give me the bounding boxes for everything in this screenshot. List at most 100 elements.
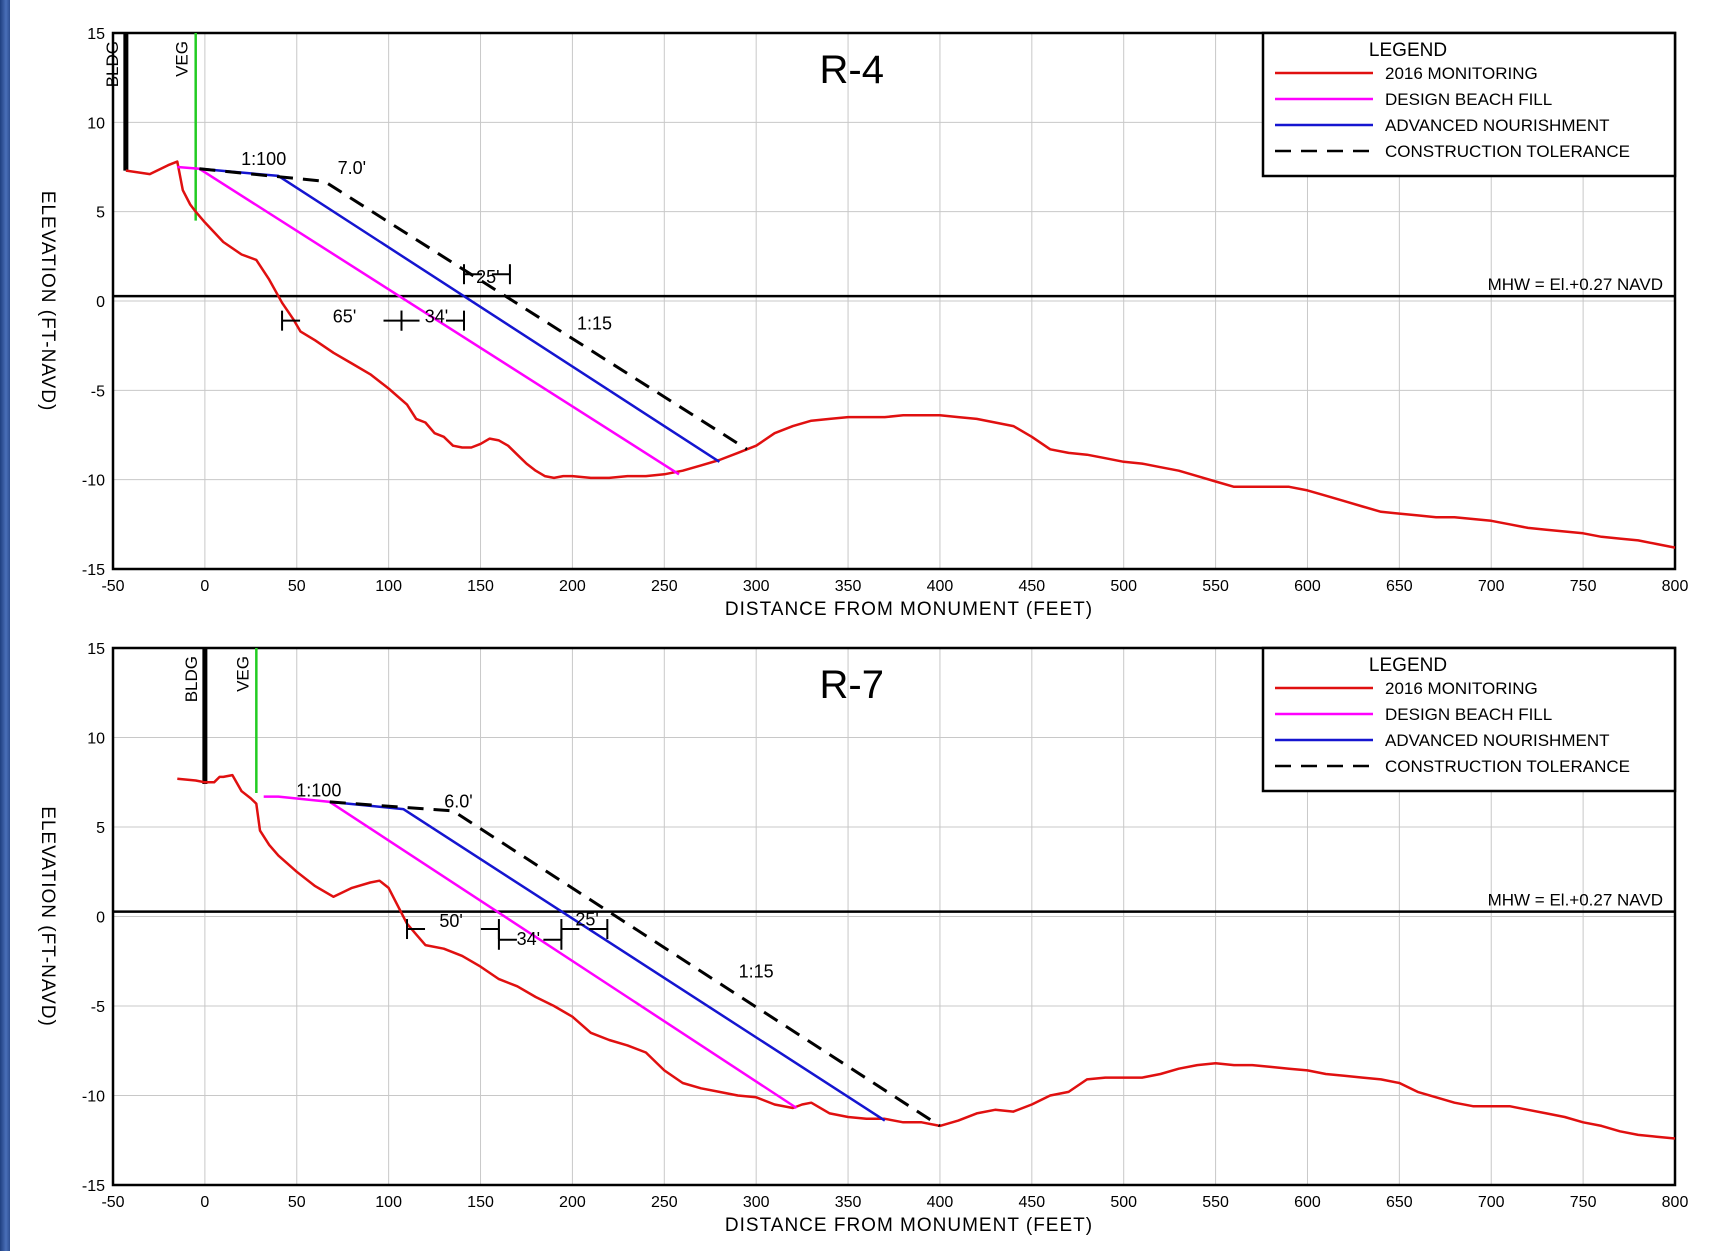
x-tick-label: 650: [1386, 1194, 1413, 1211]
x-tick-label: 400: [927, 1194, 954, 1211]
x-tick-label: 700: [1478, 578, 1505, 595]
x-axis-label: DISTANCE FROM MONUMENT (FEET): [725, 1215, 1093, 1236]
y-tick-label: 15: [87, 26, 105, 43]
x-tick-label: 350: [835, 578, 862, 595]
x-tick-label: 150: [467, 578, 494, 595]
dimension-line: [560, 919, 609, 940]
mhw-label: MHW = El.+0.27 NAVD: [1488, 891, 1663, 910]
y-tick-label: 10: [87, 115, 105, 132]
x-tick-label: 0: [200, 578, 209, 595]
annotation-label: 50': [439, 911, 462, 931]
x-tick-label: 100: [375, 578, 402, 595]
y-tick-label: -5: [91, 383, 105, 400]
y-tick-label: -15: [82, 1178, 105, 1195]
y-tick-label: 0: [96, 294, 105, 311]
x-tick-label: -50: [101, 578, 124, 595]
grid: [113, 33, 1675, 569]
x-tick-label: 500: [1110, 1194, 1137, 1211]
annotation-label: 1:15: [577, 314, 612, 334]
x-tick-label: 550: [1202, 1194, 1229, 1211]
annotation-label: 25': [575, 909, 598, 929]
building-label: BLDG: [182, 656, 201, 702]
x-tick-label: 150: [467, 1194, 494, 1211]
x-tick-label: 750: [1570, 1194, 1597, 1211]
x-tick-label: 250: [651, 578, 678, 595]
annotation-label: 1:100: [241, 149, 286, 169]
y-axis-label: ELEVATION (FT-NAVD): [37, 806, 58, 1027]
x-tick-label: 50: [288, 1194, 306, 1211]
series-line-construction-tolerance: [329, 800, 941, 1128]
y-tick-label: 5: [96, 820, 105, 837]
annotation-label: 7.0': [338, 158, 366, 178]
legend-title: LEGEND: [1369, 655, 1447, 676]
x-tick-label: 50: [288, 578, 306, 595]
x-tick-label: 100: [375, 1194, 402, 1211]
x-tick-label: 200: [559, 578, 586, 595]
building-label: BLDG: [103, 41, 122, 87]
x-tick-label: 550: [1202, 578, 1229, 595]
y-axis-label: ELEVATION (FT-NAVD): [37, 191, 58, 412]
vegetation-label: VEG: [173, 41, 192, 77]
series-line-2016-monitoring: [125, 160, 1676, 549]
x-tick-label: 300: [743, 578, 770, 595]
x-tick-label: 300: [743, 1194, 770, 1211]
legend-title: LEGEND: [1369, 40, 1447, 61]
dimension-line: [400, 310, 465, 331]
x-tick-label: -50: [101, 1194, 124, 1211]
annotation-label: 34': [517, 929, 540, 949]
y-tick-label: 15: [87, 641, 105, 658]
dimension-line: [462, 264, 511, 285]
x-tick-label: 200: [559, 1194, 586, 1211]
y-tick-label: -5: [91, 999, 105, 1016]
x-tick-label: 500: [1110, 578, 1137, 595]
legend-entry: DESIGN BEACH FILL: [1385, 90, 1552, 109]
x-tick-label: 800: [1662, 578, 1689, 595]
legend: LEGEND 2016 MONITORING DESIGN BEACH FILL AD…: [1261, 646, 1677, 793]
x-tick-label: 450: [1018, 1194, 1045, 1211]
mhw-label: MHW = El.+0.27 NAVD: [1488, 275, 1663, 294]
drawing-sheet: -50 0 50 100 150 200 250 300 350 400 450 500 550 600 6…: [10, 0, 1721, 1251]
plot-frame: [111, 646, 1677, 1187]
chart-title: R-4: [820, 48, 884, 92]
series-line-construction-tolerance: [199, 167, 748, 451]
y-tick-label: 5: [96, 205, 105, 222]
x-tick-label: 0: [200, 1194, 209, 1211]
y-tick-label: 10: [87, 731, 105, 748]
x-tick-label: 750: [1570, 578, 1597, 595]
series-line-design-beach-fill: [263, 795, 798, 1110]
legend-entry: CONSTRUCTION TOLERANCE: [1385, 757, 1630, 776]
panel-r-4: -50 0 50 100 150 200 250 300 350 400 450 500 550 600 6…: [37, 26, 1688, 620]
legend-entry: ADVANCED NOURISHMENT: [1385, 731, 1609, 750]
beach-profile-charts: -50 0 50 100 150 200 250 300 350 400 450 500 550 600 6…: [37, 26, 1688, 1236]
series-line-advanced-nourishment: [199, 167, 721, 463]
x-tick-label: 800: [1662, 1194, 1689, 1211]
x-tick-label: 600: [1294, 1194, 1321, 1211]
vegetation-label: VEG: [233, 656, 252, 692]
panel-r-7: -50 0 50 100 150 200 250 300 350 400 450 500 550 600 6…: [37, 641, 1688, 1236]
chart-title: R-7: [820, 663, 884, 707]
legend-entry: 2016 MONITORING: [1385, 679, 1538, 698]
y-tick-label: -10: [82, 473, 105, 490]
annotation-label: 65': [333, 306, 356, 326]
series-line-2016-monitoring: [177, 773, 1676, 1140]
annotation-label: 25': [476, 267, 499, 287]
x-tick-label: 600: [1294, 578, 1321, 595]
legend-entry: CONSTRUCTION TOLERANCE: [1385, 142, 1630, 161]
x-tick-label: 400: [927, 578, 954, 595]
annotation-label: 1:100: [296, 781, 341, 801]
y-tick-label: 0: [96, 910, 105, 927]
x-tick-label: 650: [1386, 578, 1413, 595]
annotation-label: 34': [425, 306, 448, 326]
x-axis-label: DISTANCE FROM MONUMENT (FEET): [725, 599, 1093, 620]
x-tick-label: 700: [1478, 1194, 1505, 1211]
plot-frame: [111, 31, 1677, 571]
y-tick-label: -10: [82, 1089, 105, 1106]
series-line-advanced-nourishment: [329, 800, 886, 1122]
legend-entry: ADVANCED NOURISHMENT: [1385, 116, 1609, 135]
x-tick-label: 350: [835, 1194, 862, 1211]
x-tick-label: 450: [1018, 578, 1045, 595]
x-tick-label: 250: [651, 1194, 678, 1211]
legend-entry: 2016 MONITORING: [1385, 64, 1538, 83]
legend: LEGEND 2016 MONITORING DESIGN BEACH FILL AD…: [1261, 31, 1677, 178]
y-tick-label: -15: [82, 562, 105, 579]
